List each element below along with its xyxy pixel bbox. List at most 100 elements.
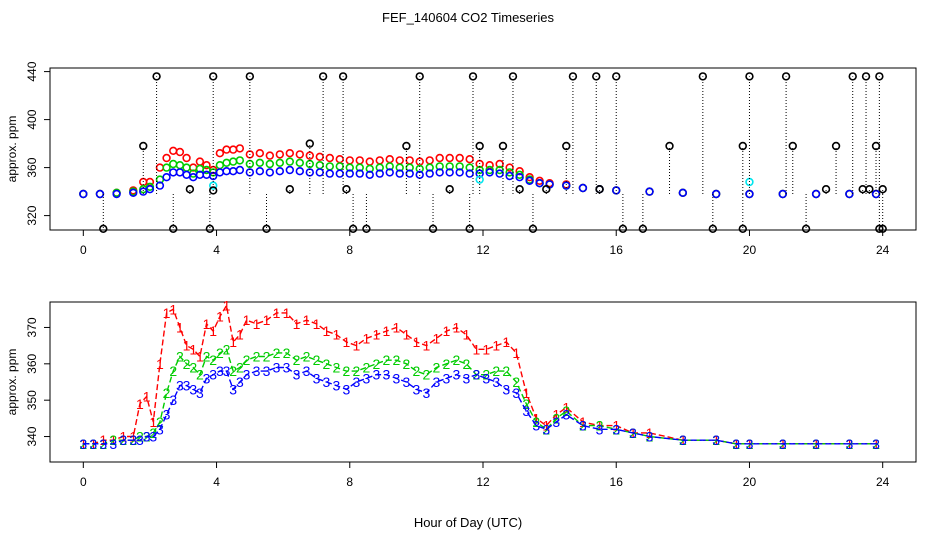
point-marker: 3 xyxy=(779,436,787,452)
point-marker xyxy=(468,72,478,81)
point-marker xyxy=(865,185,874,194)
point-marker: 2 xyxy=(313,352,321,368)
point-marker xyxy=(592,72,601,81)
point-marker xyxy=(345,163,354,172)
point-marker xyxy=(209,186,218,195)
point-marker xyxy=(325,162,334,171)
point-marker xyxy=(415,72,424,81)
point-marker: 2 xyxy=(109,432,117,448)
point-marker: 2 xyxy=(552,410,560,426)
point-marker: 2 xyxy=(209,352,217,368)
point-marker xyxy=(395,163,404,172)
point-marker xyxy=(305,139,314,148)
point-marker xyxy=(152,72,161,81)
point-marker xyxy=(871,141,881,151)
point-marker: 2 xyxy=(596,418,604,434)
point-marker: 3 xyxy=(402,374,410,390)
point-marker: 2 xyxy=(542,421,550,437)
point-marker: 2 xyxy=(393,352,401,368)
point-marker xyxy=(255,167,265,176)
y-tick-label: 340 xyxy=(25,426,39,446)
point-marker xyxy=(275,158,285,168)
point-marker: 2 xyxy=(263,349,271,365)
point-marker: 3 xyxy=(313,370,321,386)
point-marker xyxy=(395,169,404,178)
point-marker xyxy=(405,156,414,165)
point-marker xyxy=(788,141,797,151)
point-marker xyxy=(175,147,185,157)
point-marker: 1 xyxy=(452,319,460,335)
point-marker: 2 xyxy=(373,356,381,372)
point-marker xyxy=(215,168,225,177)
point-marker: 2 xyxy=(136,429,144,445)
point-marker: 3 xyxy=(156,421,164,437)
point-marker xyxy=(595,185,604,194)
point-marker xyxy=(515,173,524,182)
point-marker xyxy=(182,163,191,172)
point-marker xyxy=(228,157,238,166)
point-marker: 3 xyxy=(283,359,291,375)
point-marker xyxy=(365,164,374,174)
point-marker xyxy=(285,149,295,158)
x-tick-label: 0 xyxy=(80,243,87,257)
point-marker xyxy=(475,175,484,184)
point-marker xyxy=(535,179,544,188)
point-marker: 1 xyxy=(263,312,271,328)
point-marker: 3 xyxy=(522,403,530,419)
point-marker: 3 xyxy=(176,378,184,394)
point-marker: 1 xyxy=(412,334,420,350)
point-marker: 2 xyxy=(229,363,237,379)
point-marker: 3 xyxy=(79,436,87,452)
point-marker xyxy=(385,162,394,171)
point-marker: 3 xyxy=(732,436,740,452)
point-marker: 3 xyxy=(579,418,587,434)
panel-top: 0 4 8 12 16 20 24 320 360 400 440 approx. ppm xyxy=(5,61,917,257)
point-marker xyxy=(525,176,534,186)
point-marker: 3 xyxy=(812,436,820,452)
point-marker: 2 xyxy=(176,349,184,365)
point-marker xyxy=(435,153,444,163)
point-marker: 2 xyxy=(462,356,470,372)
point-marker: 3 xyxy=(149,429,157,445)
point-marker: 1 xyxy=(612,418,620,434)
point-marker: 2 xyxy=(333,359,341,375)
point-marker: 3 xyxy=(646,429,654,445)
point-marker xyxy=(155,181,165,190)
point-marker xyxy=(129,188,138,198)
point-marker xyxy=(435,162,444,171)
point-marker: 3 xyxy=(253,363,261,379)
point-marker: 1 xyxy=(552,407,560,423)
point-marker xyxy=(335,169,344,178)
point-marker xyxy=(235,144,245,153)
point-marker xyxy=(235,156,245,165)
point-marker xyxy=(485,168,494,177)
point-marker xyxy=(515,185,524,194)
point-marker: 1 xyxy=(562,399,570,415)
point-marker: 2 xyxy=(149,425,157,441)
point-marker: 1 xyxy=(136,396,144,412)
point-marker: 3 xyxy=(552,414,560,430)
point-marker: 1 xyxy=(462,327,470,343)
point-marker: 1 xyxy=(143,389,151,405)
point-marker xyxy=(295,167,305,176)
point-marker xyxy=(235,165,245,175)
point-marker: 1 xyxy=(243,312,251,328)
point-marker: 2 xyxy=(196,367,204,383)
point-marker xyxy=(821,185,831,194)
point-marker: 3 xyxy=(209,367,217,383)
point-marker xyxy=(375,163,384,172)
point-marker: 3 xyxy=(273,359,281,375)
point-marker: 1 xyxy=(119,429,127,445)
point-marker: 3 xyxy=(462,370,470,386)
point-marker: 1 xyxy=(432,330,440,346)
point-marker: 3 xyxy=(353,374,361,390)
x-tick-label: 24 xyxy=(876,243,890,257)
point-marker: 1 xyxy=(373,327,381,343)
point-marker xyxy=(215,161,225,170)
y-axis-label: approx. ppm xyxy=(5,349,19,416)
point-marker xyxy=(385,155,394,164)
point-marker xyxy=(255,158,265,168)
point-marker xyxy=(562,181,571,190)
